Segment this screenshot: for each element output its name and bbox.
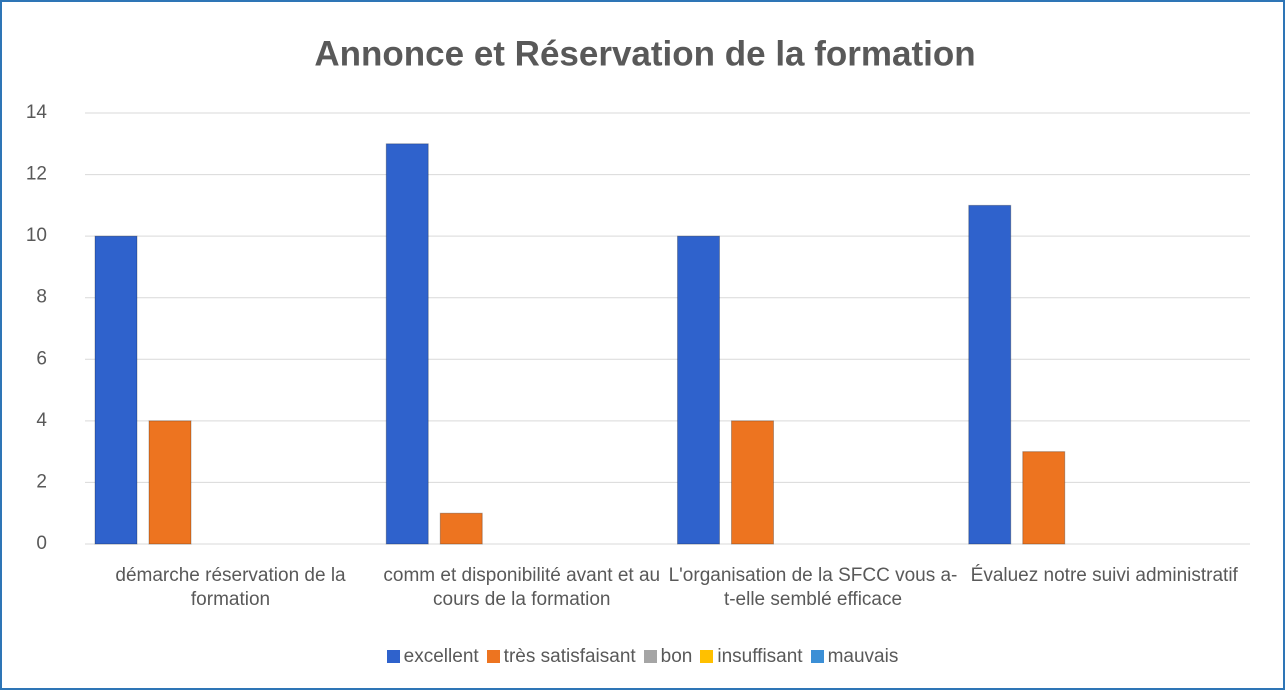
y-tick-label: 4 [36,410,47,431]
legend-swatch [386,650,400,663]
chart-title: Annonce et Réservation de la formation [314,34,975,73]
legend-label: bon [660,646,693,667]
legend-swatch [643,650,657,663]
bar [1022,451,1066,545]
legend-item: insuffisant [700,646,803,668]
y-tick-label: 2 [36,471,47,492]
y-tick-label: 14 [26,102,48,123]
y-tick-label: 12 [26,164,47,185]
bar [94,235,138,545]
bar [439,512,483,545]
legend-swatch [486,650,500,663]
legend-swatch [700,650,714,663]
y-tick-label: 8 [36,287,47,308]
legend-label: insuffisant [717,646,803,667]
legend: excellent très satisfaisant bon insuffisant… [0,646,1285,668]
legend-swatch [810,650,824,663]
y-tick-label: 10 [26,225,47,246]
y-tick-label: 6 [36,348,47,369]
bar [148,420,192,545]
bar [677,235,720,545]
x-tick-label: démarche réservation de la formation [115,565,346,610]
bar [968,204,1012,545]
legend-label: excellent [403,646,479,667]
legend-item: très satisfaisant [486,646,636,668]
legend-item: bon [643,646,693,668]
x-tick-label: comm et disponibilité avant et au cours … [383,565,661,610]
legend-label: très satisfaisant [503,646,636,667]
bar [731,420,774,545]
bar [385,143,429,545]
legend-item: excellent [386,646,479,668]
legend-item: mauvais [810,646,899,668]
legend-label: mauvais [827,646,899,667]
x-tick-label: Évaluez notre suivi administratif [970,565,1238,586]
y-tick-label: 0 [36,533,47,554]
x-tick-label: L'organisation de la SFCC vous a-t-elle … [668,565,958,610]
